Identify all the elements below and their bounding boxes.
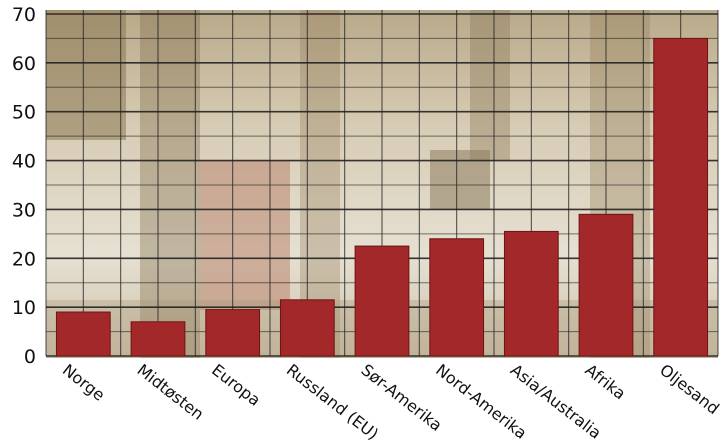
y-tick-label: 40 bbox=[12, 151, 36, 173]
x-tick-label: Norge bbox=[59, 360, 109, 405]
y-tick-label: 70 bbox=[12, 4, 36, 26]
x-tick-label: Midtøsten bbox=[134, 360, 208, 424]
bar-2 bbox=[205, 309, 261, 357]
y-axis-ticks: 0 10 20 30 40 50 60 70 bbox=[12, 4, 36, 368]
bar-4 bbox=[354, 245, 410, 357]
x-axis-labels: Norge Midtøsten Europa Russland (EU)Sør-Ame… bbox=[59, 360, 720, 442]
bar-5 bbox=[429, 238, 485, 357]
bar-7 bbox=[578, 213, 634, 357]
bar-0 bbox=[55, 311, 111, 357]
x-tick-label: Oljesand bbox=[656, 360, 720, 418]
y-tick-label: 10 bbox=[12, 297, 36, 319]
bar-3 bbox=[279, 299, 335, 357]
bar-8 bbox=[653, 37, 709, 357]
x-tick-label: Europa bbox=[208, 360, 264, 410]
x-tick-label: Afrika bbox=[582, 360, 630, 403]
bar-1 bbox=[130, 321, 186, 357]
bar-6 bbox=[503, 230, 559, 357]
y-tick-label: 50 bbox=[12, 102, 36, 124]
y-tick-label: 0 bbox=[24, 346, 36, 368]
y-tick-label: 20 bbox=[12, 248, 36, 270]
bars bbox=[55, 37, 709, 357]
y-tick-label: 30 bbox=[12, 199, 36, 221]
y-tick-label: 60 bbox=[12, 53, 36, 75]
